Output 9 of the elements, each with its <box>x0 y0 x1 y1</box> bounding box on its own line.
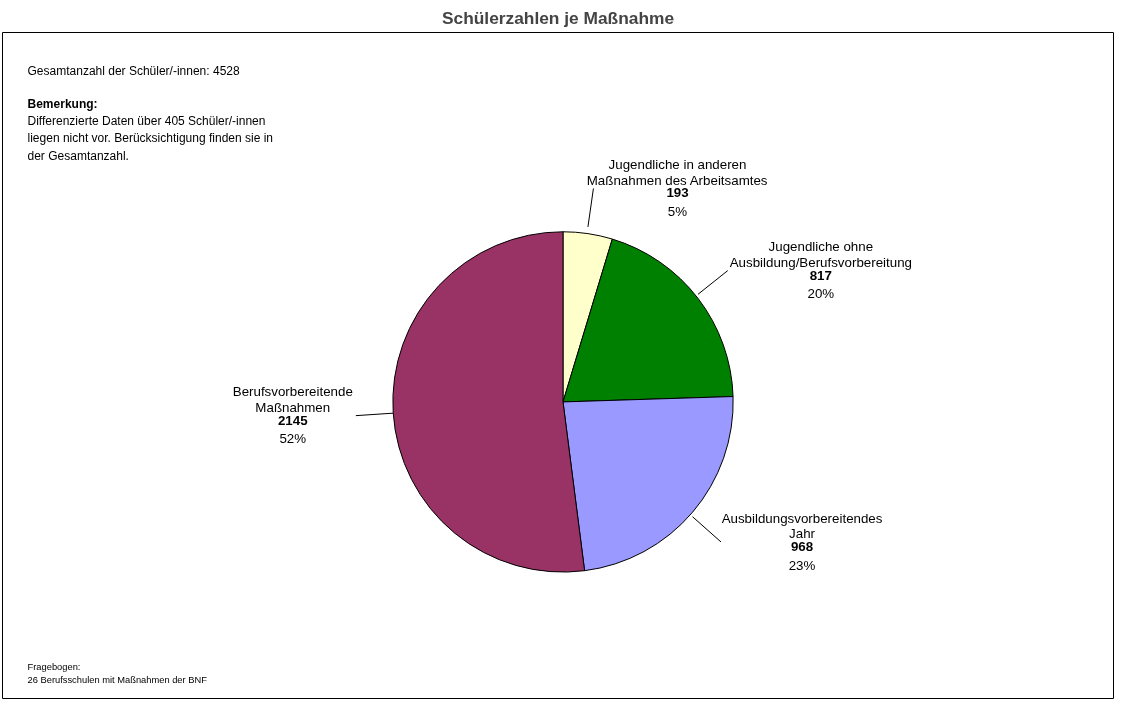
slice-label: Jugendliche in anderen Maßnahmen des Arbeitsamtes <box>586 157 768 188</box>
text: Differenzierte Daten über 405 Schüler/-innen liegen nicht vor. Berücksichtigung finden sie in der Gesamtanzahl. <box>27 113 274 163</box>
text: Bemerkung: <box>27 97 98 112</box>
text: Gesamtanzahl der Schüler/-innen: 4528 <box>27 63 240 78</box>
text: Fragebogen: 26 Berufsschulen mit Maßnahmen der BNF <box>27 662 208 685</box>
data-label: 193 5% <box>666 185 689 220</box>
slice-label: Jugendliche ohne Ausbildung/Berufsvorbereitung <box>729 239 912 270</box>
chart-title: Schülerzahlen je Maßnahme <box>441 7 675 28</box>
data-label: 817 20% <box>807 267 835 302</box>
